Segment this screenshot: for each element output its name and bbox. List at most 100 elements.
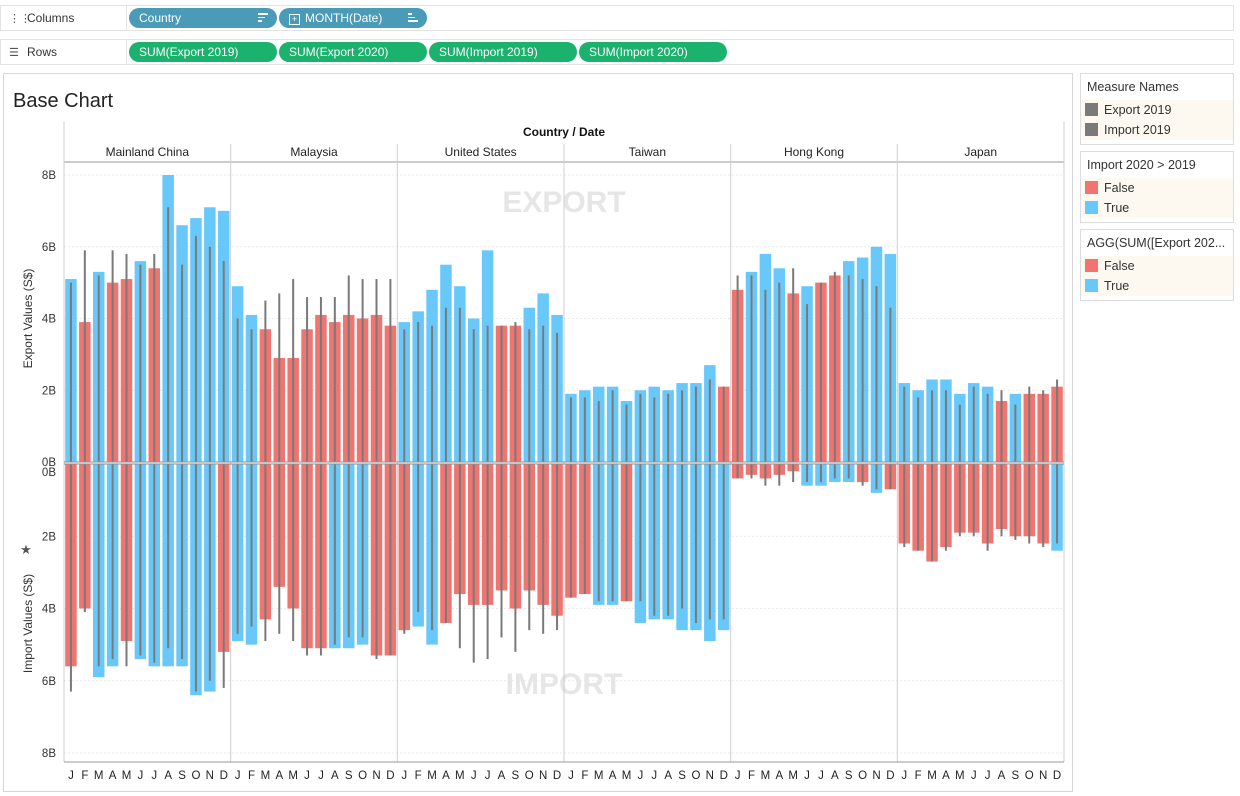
month-tick-label: M xyxy=(761,770,771,782)
month-tick-label: O xyxy=(691,770,700,782)
legend-title: Import 2020 > 2019 xyxy=(1087,158,1196,172)
export-2019-bar xyxy=(861,279,864,462)
country-header: United States xyxy=(445,145,517,159)
import-2019-bar xyxy=(958,464,961,537)
import-2019-bar xyxy=(667,464,670,616)
legend-item-false[interactable]: False xyxy=(1081,178,1233,198)
import-2019-bar xyxy=(1014,464,1017,540)
import-2019-bar xyxy=(194,464,197,692)
month-tick-label: N xyxy=(372,770,380,782)
export-2019-bar xyxy=(83,250,86,462)
month-tick-label: A xyxy=(998,770,1006,782)
legend-item-import-2019[interactable]: Import 2019 xyxy=(1081,120,1233,140)
export-axis-title: Export Values (S$) xyxy=(21,269,35,369)
month-tick-label: F xyxy=(248,770,255,782)
legend-swatch xyxy=(1085,181,1098,194)
export-2019-bar xyxy=(542,325,545,462)
month-tick-label: A xyxy=(664,770,672,782)
rows-icon: ☰ xyxy=(9,47,19,59)
country-header: Taiwan xyxy=(629,145,666,159)
month-tick-label: J xyxy=(401,770,407,782)
import-2019-bar xyxy=(889,464,892,490)
export-2019-bar xyxy=(139,264,142,462)
export-2019-bar xyxy=(222,261,225,462)
import-2019-bar xyxy=(472,464,475,663)
export-2019-bar xyxy=(750,275,753,462)
sort-descending-icon[interactable] xyxy=(258,13,268,24)
month-tick-label: F xyxy=(581,770,588,782)
month-tick-label: M xyxy=(788,770,798,782)
month-tick-label: S xyxy=(845,770,853,782)
import-2019-bar xyxy=(583,464,586,595)
import-2019-bar xyxy=(569,464,572,598)
month-tick-label: J xyxy=(568,770,574,782)
month-tick-label: J xyxy=(901,770,907,782)
month-tick-label: S xyxy=(678,770,686,782)
month-tick-label: J xyxy=(804,770,810,782)
legend-item-export-2019[interactable]: Export 2019 xyxy=(1081,100,1233,120)
country-header: Mainland China xyxy=(106,145,190,159)
rows-shelf-label: ☰ Rows xyxy=(1,40,127,64)
country-pill[interactable]: Country xyxy=(129,8,277,28)
sum-import-2020-pill[interactable]: SUM(Import 2020) xyxy=(579,42,727,62)
import-2019-bar xyxy=(139,464,142,656)
legend-item-true[interactable]: True xyxy=(1081,276,1233,296)
import-2019-bar xyxy=(681,464,684,609)
export-2019-bar xyxy=(986,393,989,462)
month-tick-label: A xyxy=(275,770,283,782)
import-2019-bar xyxy=(1028,464,1031,544)
month-tick-label: A xyxy=(831,770,839,782)
export-2019-bar xyxy=(653,397,656,462)
import-2019-bar xyxy=(639,464,642,602)
month-tick-label: D xyxy=(553,770,561,782)
export-2019-bar xyxy=(208,246,211,462)
export-2019-bar xyxy=(486,325,489,462)
export-2019-bar xyxy=(292,279,295,462)
export-2019-bar xyxy=(611,390,614,462)
import-2019-bar xyxy=(208,464,211,681)
export-2019-bar xyxy=(264,300,267,462)
import-2019-bar xyxy=(444,464,447,623)
export-2019-bar xyxy=(375,279,378,462)
export-2019-bar xyxy=(764,289,767,462)
month-tick-label: M xyxy=(955,770,965,782)
export-2019-bar xyxy=(1014,404,1017,462)
month-tick-label: F xyxy=(81,770,88,782)
import-2019-bar xyxy=(819,464,822,483)
export-2019-bar xyxy=(306,296,309,462)
export-2019-bar xyxy=(1000,390,1003,462)
month-tick-label: J xyxy=(735,770,741,782)
import-y-tick-label: 4B xyxy=(42,604,56,616)
legend-item-false[interactable]: False xyxy=(1081,256,1233,276)
export-2019-bar xyxy=(972,386,975,462)
export-2019-bar xyxy=(667,393,670,462)
export-2019-bar xyxy=(639,393,642,462)
pin-icon: ★ xyxy=(20,543,32,558)
country-header: Malaysia xyxy=(290,145,338,159)
export-2019-bar xyxy=(958,404,961,462)
import-2019-bar xyxy=(264,464,267,642)
expand-plus-icon[interactable]: + xyxy=(289,14,300,25)
export-2019-bar xyxy=(917,397,920,462)
sum-export-2020-pill[interactable]: SUM(Export 2020) xyxy=(279,42,427,62)
import-2019-bar xyxy=(972,464,975,537)
import-2019-bar xyxy=(847,464,850,479)
export-2019-bar xyxy=(278,293,281,462)
month-tick-label: N xyxy=(1039,770,1047,782)
legend-swatch xyxy=(1085,103,1098,116)
import-2019-bar xyxy=(222,464,225,688)
month-tick-label: N xyxy=(872,770,880,782)
legend-title: Measure Names xyxy=(1087,80,1179,94)
legend-item-true[interactable]: True xyxy=(1081,198,1233,218)
sort-ascending-icon[interactable] xyxy=(408,13,418,24)
sum-import-2019-pill[interactable]: SUM(Import 2019) xyxy=(429,42,577,62)
month-tick-label: D xyxy=(1053,770,1061,782)
month-tick-label: N xyxy=(539,770,547,782)
import-2019-bar xyxy=(375,464,378,660)
sum-export-2019-pill[interactable]: SUM(Export 2019) xyxy=(129,42,277,62)
export-2019-bar xyxy=(181,264,184,462)
export-2019-bar xyxy=(875,286,878,462)
month-tick-label: A xyxy=(331,770,339,782)
month-tick-label: O xyxy=(191,770,200,782)
month-date-pill[interactable]: + MONTH(Date) xyxy=(279,8,427,28)
